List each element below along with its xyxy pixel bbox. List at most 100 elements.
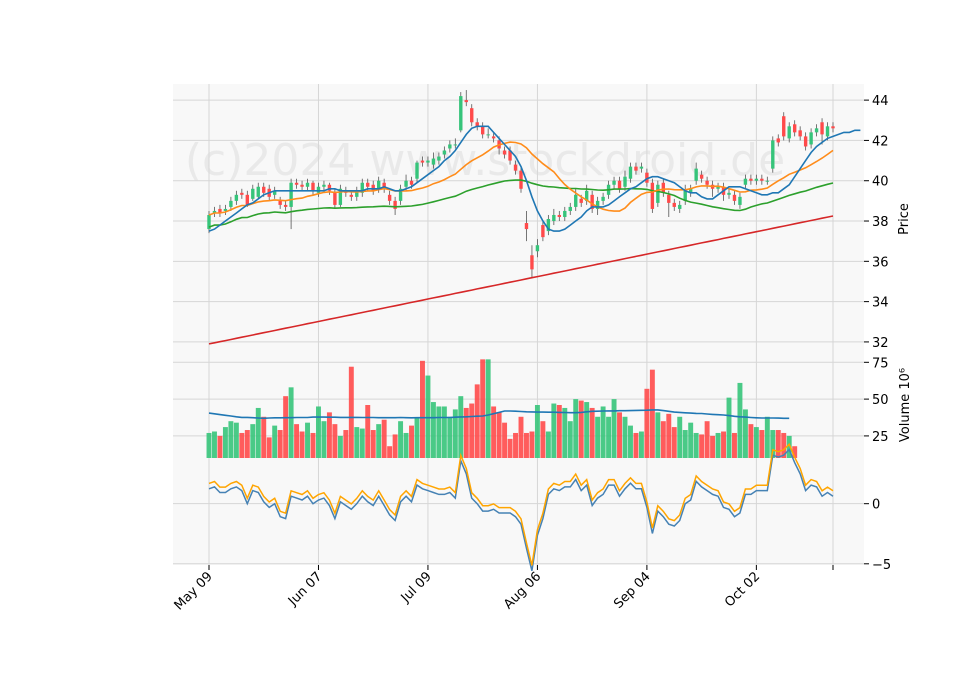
volume-bar [644, 388, 650, 458]
candle-body [393, 200, 397, 209]
candle-body [568, 206, 572, 211]
osc-axis-tick-label: −5 [872, 558, 891, 573]
volume-bar [381, 419, 387, 458]
candle-body [218, 208, 222, 213]
candle-body [491, 136, 496, 139]
volume-bar [376, 424, 382, 458]
candle-body [420, 160, 425, 163]
volume-ma-line [208, 409, 790, 420]
candle-body [338, 188, 343, 205]
candle-body [831, 126, 835, 129]
candle-body [513, 164, 518, 171]
candle-body [349, 194, 354, 197]
volume-bar [704, 421, 710, 458]
candle-body [645, 172, 649, 183]
candle-body [825, 126, 830, 137]
volume-bar [365, 405, 371, 458]
price-axis-tick-label: 40 [872, 175, 889, 190]
candle-body [426, 160, 430, 163]
candle-body [212, 210, 217, 213]
candle-body [623, 176, 627, 187]
volume-bar [420, 360, 425, 458]
x-axis-tick-label: Jul 09 [398, 569, 435, 606]
candle-body [234, 194, 239, 201]
volume-bar [540, 421, 546, 458]
candle-body [480, 126, 485, 135]
price-axis-tick-label: 32 [872, 336, 889, 351]
volume-bar [513, 432, 518, 458]
price-axis-tick-label: 38 [872, 215, 889, 230]
candle-body [584, 190, 589, 201]
candle-body [289, 182, 293, 207]
volume-bar [622, 416, 628, 458]
candle-body [771, 140, 775, 169]
candle-body [278, 200, 282, 205]
volume-bar [715, 432, 721, 458]
volume-bar [770, 430, 776, 458]
candle-body [300, 184, 304, 187]
volume-bar [272, 425, 278, 458]
volume-bar [633, 432, 639, 458]
candle-body [437, 156, 441, 161]
candle-body [333, 192, 337, 205]
volume-bar [217, 435, 223, 458]
candle-body [404, 180, 408, 187]
x-axis-tick-label: May 09 [172, 569, 216, 613]
candle-body [327, 184, 332, 191]
volume-bar [343, 430, 349, 458]
volume-bar [567, 421, 573, 458]
candle-body [563, 210, 567, 217]
volume-bar [606, 416, 612, 458]
volume-bar [332, 424, 338, 458]
volume-bar [721, 431, 726, 458]
volume-bar [233, 422, 239, 458]
volume-bar [398, 421, 404, 458]
candle-body [475, 122, 479, 127]
volume-bar [496, 412, 502, 458]
volume-bar [316, 406, 321, 458]
candle-body [628, 166, 633, 179]
candle-body [749, 178, 753, 181]
x-axis-tick-label: Aug 06 [501, 569, 544, 612]
volume-bar [409, 425, 414, 458]
volume-bar [759, 430, 765, 458]
candle-body [754, 178, 759, 181]
volume-bar [337, 435, 343, 458]
candle-body [579, 198, 583, 203]
ma-slow-line [208, 179, 834, 228]
candle-body [595, 200, 600, 209]
volume-bar [556, 405, 562, 458]
candle-body [223, 208, 228, 211]
x-axis-tick-label: Sep 04 [611, 569, 654, 612]
candle-body [464, 100, 468, 103]
candle-body [678, 204, 682, 209]
price-axis-tick-label: 44 [872, 94, 889, 109]
panel-background [173, 84, 864, 352]
volume-bar [518, 416, 524, 458]
volume-bar [370, 430, 376, 458]
volume-bar [266, 437, 272, 458]
candle-body [272, 190, 277, 195]
candle-body [442, 150, 447, 155]
volume-bar [573, 399, 579, 458]
volume-bar [628, 425, 633, 458]
volume-axis-tick-label: 50 [872, 393, 889, 408]
price-axis-label: Price [897, 203, 912, 235]
panel-background [173, 458, 864, 565]
volume-bar [392, 434, 398, 458]
candle-body [409, 180, 414, 185]
candle-body [229, 200, 233, 207]
volume-bar [699, 434, 705, 458]
candle-body [727, 192, 731, 195]
candle-body [207, 214, 211, 230]
volume-bar [748, 424, 754, 458]
volume-bar [792, 446, 798, 458]
volume-bar [326, 412, 332, 458]
candle-body [738, 196, 742, 205]
candle-body [283, 204, 288, 207]
osc-axis-tick-label: 0 [872, 498, 880, 513]
volume-bar [677, 416, 683, 458]
volume-bar [584, 402, 590, 458]
candle-body [792, 124, 797, 133]
